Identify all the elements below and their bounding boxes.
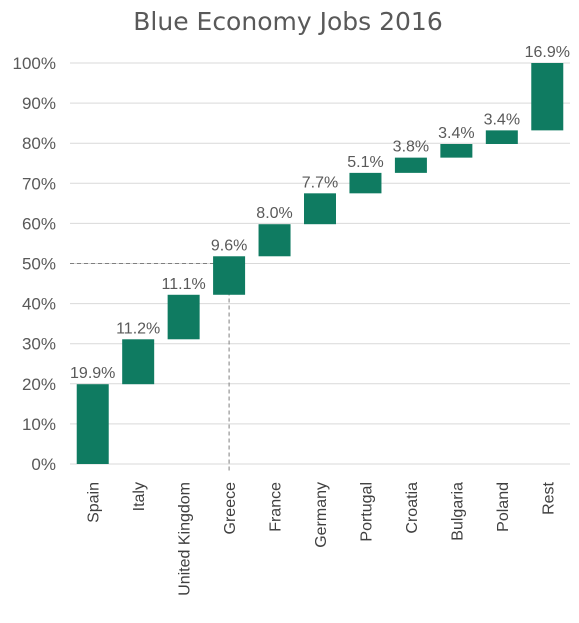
- y-axis-ticks: 0% 10% 20% 30% 40% 50% 60% 70% 80% 90% 100%: [13, 54, 56, 474]
- data-label: 16.9%: [525, 44, 570, 61]
- data-label: 19.9%: [70, 365, 115, 382]
- data-label: 3.4%: [438, 125, 474, 142]
- y-tick-label: 60%: [22, 214, 56, 233]
- bar: [213, 256, 246, 295]
- bar: [349, 172, 382, 194]
- category-label: Spain: [86, 482, 103, 523]
- data-label: 11.2%: [116, 320, 160, 337]
- y-tick-label: 90%: [22, 94, 56, 113]
- bars: [76, 63, 564, 464]
- category-label: Poland: [495, 482, 512, 532]
- y-tick-label: 50%: [22, 255, 56, 274]
- bar: [440, 144, 473, 158]
- bar: [304, 193, 336, 225]
- category-label: Portugal: [358, 482, 375, 542]
- category-label: Bulgaria: [449, 482, 466, 541]
- y-tick-label: 40%: [22, 295, 56, 314]
- data-label: 3.4%: [484, 111, 520, 128]
- category-label: Rest: [540, 481, 557, 514]
- category-label: France: [268, 482, 285, 532]
- category-label: Germany: [313, 482, 330, 548]
- y-tick-label: 20%: [22, 375, 56, 394]
- y-tick-label: 80%: [22, 134, 56, 153]
- bar: [485, 130, 518, 145]
- y-tick-label: 10%: [22, 415, 56, 434]
- data-label: 5.1%: [347, 154, 383, 171]
- data-label: 11.1%: [162, 276, 206, 293]
- category-label: Italy: [131, 482, 148, 511]
- reference-line: [70, 263, 230, 472]
- data-label: 3.8%: [393, 139, 429, 156]
- bar: [258, 224, 291, 257]
- category-label: Croatia: [404, 482, 421, 534]
- category-labels: Spain Italy United Kingdom Greece France Germ…: [86, 481, 558, 595]
- y-tick-label: 30%: [22, 335, 56, 354]
- y-tick-label: 70%: [22, 174, 56, 193]
- category-label: Greece: [222, 482, 239, 535]
- bar: [167, 294, 200, 340]
- data-label: 8.0%: [256, 205, 292, 222]
- chart-title: Blue Economy Jobs 2016: [133, 7, 442, 36]
- bar: [394, 157, 427, 173]
- data-label: 9.6%: [211, 237, 247, 254]
- category-label: United Kingdom: [177, 482, 194, 596]
- bar: [122, 339, 155, 385]
- bar: [76, 384, 109, 464]
- y-tick-label: 100%: [13, 54, 56, 73]
- data-labels: 19.9% 11.2% 11.1% 9.6% 8.0% 7.7% 5.1% 3.8% 3.4% 3…: [70, 44, 570, 382]
- y-tick-label: 0%: [31, 455, 56, 474]
- data-label: 7.7%: [302, 174, 338, 191]
- bar: [531, 63, 564, 131]
